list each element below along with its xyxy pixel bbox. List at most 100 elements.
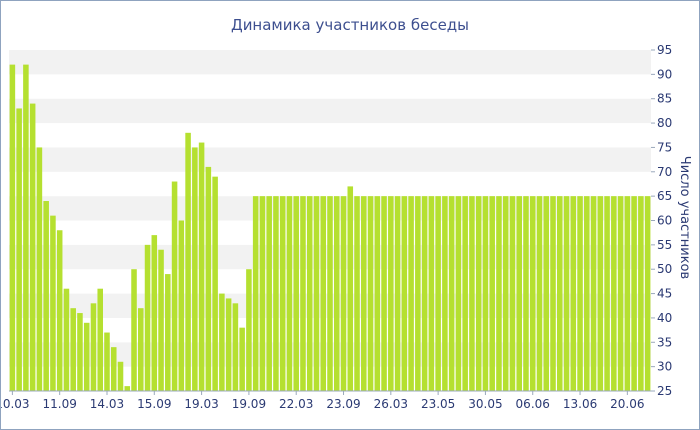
bar bbox=[401, 196, 408, 391]
x-axis: 10.03 11.09 14.03 15.09 19.03 19.09 22.03 23.09… bbox=[1, 391, 645, 411]
x-tick-label: 11.09 bbox=[43, 397, 77, 411]
bar bbox=[361, 196, 367, 391]
chart-title: Динамика участников беседы bbox=[231, 16, 469, 34]
bar bbox=[104, 332, 110, 391]
bar bbox=[631, 196, 637, 391]
y-tick-label: 55 bbox=[657, 238, 672, 252]
bar bbox=[43, 201, 49, 391]
bar bbox=[638, 196, 644, 391]
bar bbox=[502, 196, 509, 391]
bar bbox=[577, 196, 583, 391]
bar bbox=[617, 196, 624, 391]
bar bbox=[117, 361, 124, 391]
bar bbox=[611, 196, 617, 391]
y-tick-label: 50 bbox=[657, 262, 672, 276]
x-tick-label: 10.03 bbox=[1, 397, 30, 411]
grid-band bbox=[9, 50, 651, 75]
y-axis-label: Число участников bbox=[677, 156, 692, 279]
grid-band bbox=[9, 74, 651, 99]
bar bbox=[421, 196, 428, 391]
bar bbox=[415, 196, 421, 391]
bar bbox=[50, 215, 56, 391]
y-tick-label: 60 bbox=[657, 214, 672, 228]
grid-band bbox=[9, 171, 651, 197]
bar bbox=[293, 196, 299, 391]
bar bbox=[529, 196, 536, 391]
bar bbox=[563, 196, 570, 391]
bar bbox=[266, 196, 272, 391]
bar bbox=[158, 249, 164, 391]
bar bbox=[239, 327, 245, 391]
bar bbox=[63, 288, 70, 391]
y-tick-label: 40 bbox=[657, 311, 672, 325]
bar bbox=[516, 196, 522, 391]
x-tick-label: 19.09 bbox=[232, 397, 266, 411]
bar bbox=[313, 196, 320, 391]
x-tick-label: 26.03 bbox=[374, 397, 408, 411]
bar bbox=[205, 166, 212, 391]
bar bbox=[570, 196, 577, 391]
bar bbox=[469, 196, 475, 391]
bar bbox=[29, 103, 36, 391]
bar bbox=[347, 186, 354, 391]
y-tick-label: 75 bbox=[657, 140, 672, 154]
x-tick-label: 30.05 bbox=[468, 397, 502, 411]
bar bbox=[394, 196, 401, 391]
x-tick-label: 06.06 bbox=[516, 397, 550, 411]
y-tick-label: 70 bbox=[657, 165, 672, 179]
bar bbox=[509, 196, 516, 391]
bar bbox=[259, 196, 266, 391]
bar bbox=[320, 196, 327, 391]
bar bbox=[56, 230, 63, 391]
bar bbox=[388, 196, 394, 391]
x-tick-label: 22.03 bbox=[279, 397, 313, 411]
bar bbox=[435, 196, 441, 391]
y-tick-label: 35 bbox=[657, 335, 672, 349]
bar bbox=[475, 196, 482, 391]
bar bbox=[9, 64, 16, 391]
bar bbox=[333, 196, 340, 391]
bar bbox=[279, 196, 286, 391]
bar bbox=[273, 196, 279, 391]
bar-series bbox=[9, 64, 651, 392]
bar bbox=[374, 196, 381, 391]
bar bbox=[367, 196, 374, 391]
bar bbox=[300, 196, 306, 391]
bar bbox=[556, 196, 563, 391]
bar bbox=[408, 196, 414, 391]
y-tick-label: 45 bbox=[657, 287, 672, 301]
y-tick-label: 90 bbox=[657, 67, 672, 81]
bar bbox=[523, 196, 529, 391]
bar bbox=[644, 196, 651, 391]
bar bbox=[16, 108, 22, 391]
bar bbox=[624, 196, 631, 391]
grid-band bbox=[9, 147, 651, 172]
bar bbox=[428, 196, 435, 391]
bar bbox=[442, 196, 448, 391]
bar bbox=[178, 220, 185, 391]
bar bbox=[185, 132, 191, 392]
bar bbox=[144, 244, 151, 391]
bar bbox=[90, 303, 97, 391]
bar bbox=[232, 303, 239, 391]
bar bbox=[590, 196, 597, 391]
bar bbox=[381, 196, 387, 391]
x-tick-label: 15.09 bbox=[137, 397, 171, 411]
bar bbox=[489, 196, 495, 391]
bar bbox=[604, 196, 610, 391]
bar bbox=[198, 142, 205, 391]
bar bbox=[83, 322, 90, 391]
bar bbox=[550, 196, 556, 391]
x-tick-label: 13.06 bbox=[563, 397, 597, 411]
bar bbox=[225, 298, 232, 391]
bar bbox=[246, 269, 252, 391]
bar bbox=[124, 386, 131, 391]
bar bbox=[306, 196, 313, 391]
y-tick-label: 25 bbox=[657, 384, 672, 398]
bar bbox=[212, 176, 218, 391]
grid-band bbox=[9, 98, 651, 124]
bar bbox=[543, 196, 550, 391]
bar bbox=[327, 196, 333, 391]
